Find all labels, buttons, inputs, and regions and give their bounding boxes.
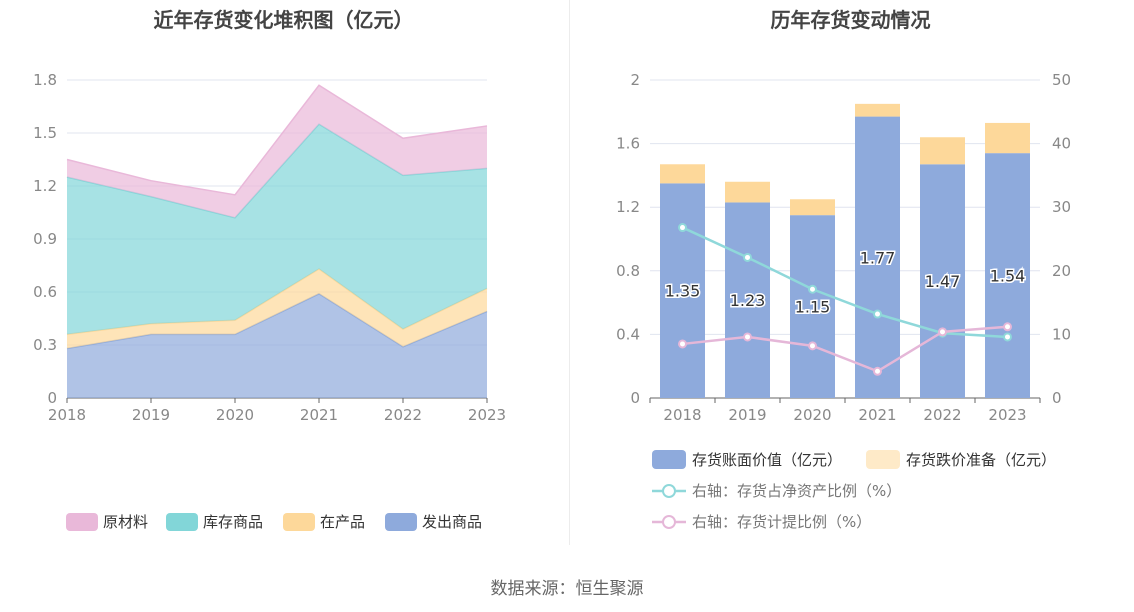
right-chart-title: 历年存货变动情况	[770, 8, 931, 32]
legend-swatch	[866, 450, 900, 469]
y-right-tick-label: 0	[1052, 389, 1062, 407]
line-point	[808, 341, 817, 351]
y-left-tick-label: 1.6	[616, 135, 640, 153]
area-series	[67, 293, 487, 398]
y-left-tick-label: 0	[630, 389, 640, 407]
legend-label: 右轴：存货计提比例（%）	[692, 513, 871, 531]
legend-label: 原材料	[103, 513, 148, 531]
line-series	[682, 325, 1008, 373]
line-series	[681, 226, 1008, 339]
legend-swatch	[385, 513, 417, 531]
line-point	[1003, 322, 1012, 332]
bar-data-label: 1.47	[925, 272, 961, 291]
bar	[725, 181, 770, 203]
x-tick-label: 2019	[728, 406, 766, 424]
bar-data-label: 1.54	[990, 267, 1026, 286]
y-tick-label: 0.6	[33, 283, 57, 301]
y-left-tick-label: 1.2	[616, 198, 640, 216]
y-right-tick-label: 50	[1052, 71, 1071, 89]
bar	[660, 164, 705, 184]
x-tick-label: 2022	[923, 406, 961, 424]
y-left-tick-label: 0.8	[616, 262, 640, 280]
bar	[855, 116, 900, 398]
bar	[855, 103, 900, 117]
legend-label: 右轴：存货占净资产比例（%）	[692, 482, 901, 500]
line-point	[873, 309, 882, 319]
y-right-tick-label: 10	[1052, 325, 1071, 343]
bar	[920, 137, 965, 165]
x-tick-label: 2023	[468, 406, 506, 424]
line-point	[678, 223, 687, 233]
x-tick-label: 2021	[300, 406, 338, 424]
x-tick-label: 2020	[216, 406, 254, 424]
y-left-tick-label: 0.4	[616, 325, 640, 343]
bar	[985, 153, 1030, 398]
line-point	[678, 339, 687, 349]
bar	[790, 215, 835, 398]
line-point	[1003, 332, 1012, 342]
y-tick-label: 0.3	[33, 336, 57, 354]
legend-label: 存货跌价准备（亿元）	[906, 451, 1056, 469]
legend-label: 在产品	[320, 513, 365, 531]
x-tick-label: 2020	[793, 406, 831, 424]
chart-divider	[569, 0, 570, 545]
y-right-tick-label: 30	[1052, 198, 1071, 216]
bar	[920, 164, 965, 398]
bar	[725, 202, 770, 398]
y-tick-label: 1.2	[33, 177, 57, 195]
area-series-line	[66, 84, 488, 196]
bar	[660, 183, 705, 398]
legend-marker	[662, 484, 676, 498]
x-tick-label: 2021	[858, 406, 896, 424]
line-point	[938, 327, 947, 337]
line-point	[808, 284, 817, 294]
y-tick-label: 1.5	[33, 124, 57, 142]
bar	[790, 199, 835, 216]
x-tick-label: 2018	[48, 406, 86, 424]
line-point	[743, 332, 752, 342]
bar-data-label: 1.35	[665, 282, 701, 301]
line-point	[743, 252, 752, 262]
bar-data-label: 1.15	[795, 298, 831, 317]
x-tick-label: 2018	[663, 406, 701, 424]
legend-swatch	[652, 450, 686, 469]
legend-swatch	[283, 513, 315, 531]
legend-marker	[662, 515, 676, 529]
legend-label: 存货账面价值（亿元）	[692, 451, 842, 469]
y-tick-label: 0.9	[33, 230, 57, 248]
y-left-tick-label: 2	[630, 71, 640, 89]
bar-data-label: 1.23	[730, 291, 766, 310]
y-right-tick-label: 20	[1052, 262, 1071, 280]
data-source-text: 数据来源：恒生聚源	[490, 579, 644, 599]
bar-data-label: 1.77	[860, 248, 896, 267]
y-right-tick-label: 40	[1052, 135, 1071, 153]
y-tick-label: 1.8	[33, 71, 57, 89]
area-series	[67, 269, 487, 349]
bar	[985, 122, 1030, 154]
x-tick-label: 2022	[384, 406, 422, 424]
legend-swatch	[66, 513, 98, 531]
x-tick-label: 2023	[988, 406, 1026, 424]
legend-label: 发出商品	[422, 513, 482, 531]
line-point	[873, 366, 882, 376]
y-tick-label: 0	[47, 389, 57, 407]
x-tick-label: 2019	[132, 406, 170, 424]
legend-swatch	[166, 513, 198, 531]
legend-label: 库存商品	[203, 513, 263, 531]
area-series	[67, 124, 487, 335]
left-chart-title: 近年存货变化堆积图（亿元）	[153, 8, 414, 32]
